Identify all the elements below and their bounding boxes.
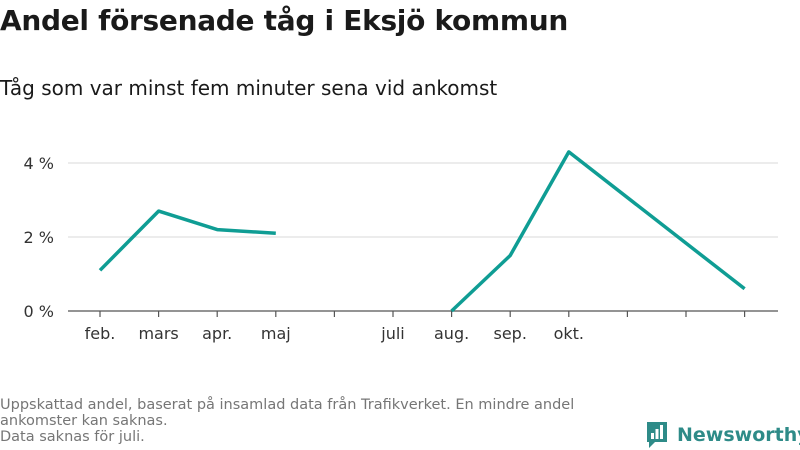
brand-logo: Newsworthy	[645, 420, 800, 450]
newsworthy-chart-logo-icon	[647, 422, 667, 448]
x-axis	[68, 310, 778, 317]
x-tick-label: okt.	[554, 324, 584, 343]
series-line-segment	[450, 150, 746, 313]
y-tick-label: 2 %	[24, 228, 54, 247]
y-tick-label: 0 %	[24, 302, 54, 321]
x-tick-label: juli	[380, 324, 404, 343]
y-tick-label: 4 %	[24, 154, 54, 173]
gridlines	[68, 162, 778, 238]
line-chart: 0 % 2 % 4 % feb. mars apr. maj juli aug. sep. okt.	[24, 150, 778, 343]
x-tick-label: mars	[138, 324, 178, 343]
tick-labels: 0 % 2 % 4 % feb. mars apr. maj juli aug. sep. okt.	[24, 154, 584, 343]
x-tick-label: aug.	[434, 324, 469, 343]
brand-name: Newsworthy	[677, 424, 800, 446]
chart-subtitle: Tåg som var minst fem minuter sena vid a…	[0, 76, 498, 100]
series-line-segment	[98, 209, 276, 272]
x-tick-label: sep.	[493, 324, 526, 343]
chart-title: Andel försenade tåg i Eksjö kommun	[0, 4, 569, 37]
x-tick-label: maj	[261, 324, 291, 343]
series-lines	[98, 150, 746, 313]
x-tick-label: apr.	[202, 324, 232, 343]
footnote-line-2: Data saknas för juli.	[0, 429, 145, 445]
x-tick-label: feb.	[85, 324, 116, 343]
footnote-line-1: Uppskattad andel, baserat på insamlad da…	[0, 397, 575, 429]
footnote: Uppskattad andel, baserat på insamlad da…	[0, 397, 640, 445]
